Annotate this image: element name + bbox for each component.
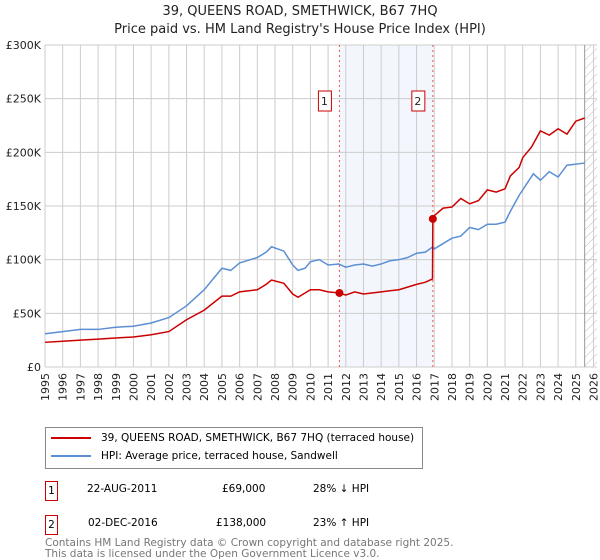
x-tick-label: 2026 <box>588 373 600 401</box>
marker-badge-box <box>411 90 426 112</box>
transaction-date: 02-DEC-2016 <box>88 517 158 529</box>
footer-line: Contains HM Land Registry data © Crown c… <box>45 537 454 549</box>
plot-area: 1995 1996 1997 1998 1999 2000 2001 2002 2003 2004… <box>6 39 600 401</box>
footer: Contains HM Land Registry data © Crown c… <box>45 538 453 560</box>
x-tick-label: 1999 <box>110 373 123 401</box>
marker-badge-box <box>317 90 332 112</box>
marker-badge: 2 <box>45 515 58 535</box>
sale-point <box>428 214 437 223</box>
y-tick-label: £300K <box>6 39 42 52</box>
legend-label: HPI: Average price, terraced house, Sand… <box>101 450 338 462</box>
x-tick-label: 1997 <box>74 373 87 401</box>
transaction-price: £69,000 <box>222 483 266 495</box>
x-tick-label: 2008 <box>269 373 282 401</box>
x-tick-label: 2021 <box>499 373 512 401</box>
legend-item-hpi: HPI: Average price, terraced house, Sand… <box>51 450 338 462</box>
x-tick-label: 2007 <box>251 373 264 401</box>
legend-item-property: 39, QUEENS ROAD, SMETHWICK, B67 7HQ (ter… <box>51 432 414 444</box>
x-tick-label: 2001 <box>145 373 158 401</box>
marker-badge-label: 2 <box>414 95 421 108</box>
x-tick-label: 2013 <box>357 373 370 401</box>
y-tick-label: £250K <box>6 93 42 106</box>
x-tick-label: 2011 <box>322 373 335 401</box>
y-tick-label: £100K <box>6 254 42 267</box>
x-tick-label: 2025 <box>570 373 583 401</box>
series-line <box>44 117 585 344</box>
x-tick-label: 1995 <box>39 373 52 401</box>
series-line <box>44 162 585 335</box>
x-tick-label: 1998 <box>92 373 105 401</box>
y-tick-label: £200K <box>6 146 42 159</box>
chart-title: 39, QUEENS ROAD, SMETHWICK, B67 7HQ <box>162 4 438 19</box>
x-tick-label: 2014 <box>375 373 388 401</box>
x-tick-label: 2020 <box>481 373 494 401</box>
chart-subtitle: Price paid vs. HM Land Registry's House … <box>114 22 486 37</box>
x-tick-label: 2004 <box>198 373 211 401</box>
x-tick-label: 2012 <box>340 373 353 401</box>
x-tick-label: 2015 <box>393 373 406 401</box>
marker-badge-label: 1 <box>321 95 328 108</box>
transaction-date: 22-AUG-2011 <box>87 483 158 495</box>
y-tick-label: £50K <box>13 307 42 320</box>
x-tick-label: 2000 <box>127 373 140 401</box>
transaction-hpi: 23% ↑ HPI <box>313 517 370 529</box>
marker-badge: 1 <box>45 481 58 501</box>
x-tick-label: 2010 <box>304 373 317 401</box>
x-tick-label: 2018 <box>446 373 459 401</box>
legend-label: 39, QUEENS ROAD, SMETHWICK, B67 7HQ (ter… <box>101 432 415 444</box>
y-tick-label: £150K <box>6 200 42 213</box>
x-tick-label: 2017 <box>428 373 441 401</box>
x-tick-label: 2002 <box>163 373 176 401</box>
x-tick-label: 2006 <box>234 373 247 401</box>
x-tick-label: 2005 <box>216 373 229 401</box>
transaction-price: £138,000 <box>216 517 267 529</box>
x-tick-label: 2016 <box>411 373 424 401</box>
x-tick-label: 1996 <box>57 373 70 401</box>
x-tick-label: 2022 <box>517 373 530 401</box>
footer-line: This data is licensed under the Open Gov… <box>45 548 380 560</box>
transaction-hpi: 28% ↓ HPI <box>313 483 370 495</box>
x-tick-label: 2003 <box>181 373 194 401</box>
x-tick-label: 2019 <box>464 373 477 401</box>
sale-point <box>335 288 344 297</box>
x-tick-label: 2009 <box>287 373 300 401</box>
legend: 39, QUEENS ROAD, SMETHWICK, B67 7HQ (ter… <box>45 427 423 469</box>
x-tick-label: 2024 <box>552 373 565 401</box>
y-tick-label: £0 <box>27 361 41 374</box>
x-tick-label: 2023 <box>534 373 547 401</box>
